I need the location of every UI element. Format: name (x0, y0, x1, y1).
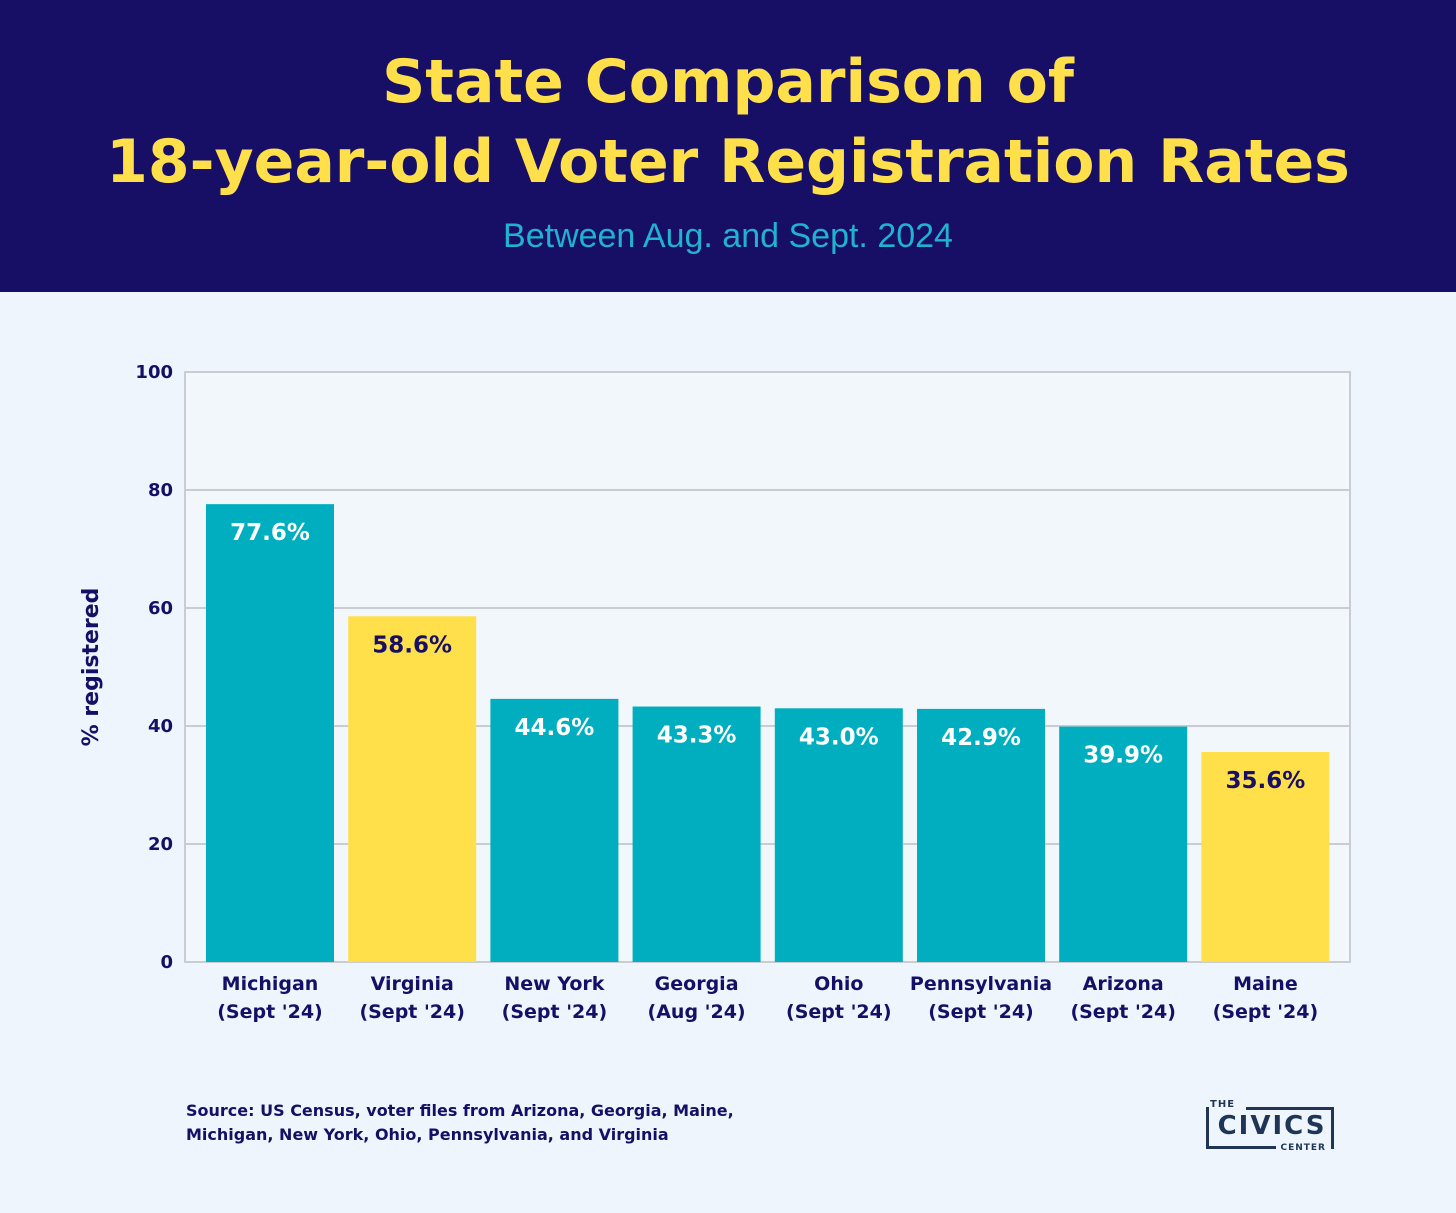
civics-center-logo: THE CIVICS CENTER (1206, 1099, 1338, 1155)
logo-the-text: THE (1210, 1099, 1236, 1110)
logo-center-text: CENTER (1280, 1143, 1326, 1153)
x-tick-sublabel: (Sept '24) (786, 1001, 892, 1023)
y-axis-label: % registered (79, 588, 104, 747)
source-line-2: Michigan, New York, Ohio, Pennsylvania, … (186, 1125, 669, 1144)
x-tick-sublabel: (Sept '24) (217, 1001, 323, 1023)
bar (632, 706, 761, 962)
y-tick-label: 80 (148, 480, 173, 501)
x-tick-sublabel: (Sept '24) (928, 1001, 1034, 1023)
bar (1059, 726, 1188, 962)
source-line-1: Source: US Census, voter files from Ariz… (186, 1101, 734, 1120)
chart-title-line-1: State Comparison of (382, 47, 1074, 117)
y-tick-label: 100 (135, 362, 173, 383)
y-tick-label: 40 (148, 716, 173, 737)
bar-value-label: 35.6% (1226, 768, 1306, 794)
y-tick-label: 0 (160, 952, 173, 973)
bar (774, 708, 903, 962)
bar-value-label: 39.9% (1083, 743, 1163, 769)
x-tick-sublabel: (Sept '24) (1213, 1001, 1319, 1023)
x-tick-label: Ohio (814, 973, 863, 995)
x-tick-sublabel: (Sept '24) (502, 1001, 608, 1023)
bar (206, 504, 334, 962)
chart-title-line-2: 18-year-old Voter Registration Rates (106, 127, 1350, 197)
bar-value-label: 44.6% (515, 715, 595, 741)
logo-frame (1206, 1107, 1334, 1149)
bar-value-label: 77.6% (230, 520, 310, 546)
x-tick-label: Maine (1233, 973, 1298, 995)
x-tick-label: Virginia (371, 973, 454, 995)
x-tick-label: Pennsylvania (910, 973, 1052, 995)
x-tick-label: Michigan (222, 973, 319, 995)
x-tick-label: Georgia (655, 973, 739, 995)
chart-subtitle: Between Aug. and Sept. 2024 (503, 217, 953, 255)
bar-value-label: 43.3% (657, 723, 737, 749)
x-tick-sublabel: (Sept '24) (359, 1001, 465, 1023)
x-tick-label: New York (504, 973, 604, 995)
x-tick-label: Arizona (1083, 973, 1164, 995)
bar (1201, 751, 1330, 962)
bar-chart: 0 20 40 60 80 100 % registered 77.6% Michigan (Se… (79, 362, 1351, 1023)
y-tick-label: 60 (148, 598, 173, 619)
source-note: Source: US Census, voter files from Ariz… (186, 1099, 886, 1147)
logo-bottom-rule (1206, 1146, 1276, 1149)
x-tick-sublabel: (Aug '24) (648, 1001, 746, 1023)
y-tick-label: 20 (148, 834, 173, 855)
bar-value-label: 42.9% (941, 725, 1021, 751)
bar (917, 708, 1045, 962)
bar (490, 698, 619, 962)
bar-value-label: 58.6% (372, 632, 452, 658)
logo-top-rule (1246, 1107, 1334, 1110)
header-banner: State Comparison of 18-year-old Voter Re… (0, 0, 1456, 292)
bar (348, 616, 477, 962)
bar-value-label: 43.0% (799, 724, 879, 750)
x-tick-sublabel: (Sept '24) (1070, 1001, 1176, 1023)
logo-civics-text: CIVICS (1217, 1111, 1327, 1141)
